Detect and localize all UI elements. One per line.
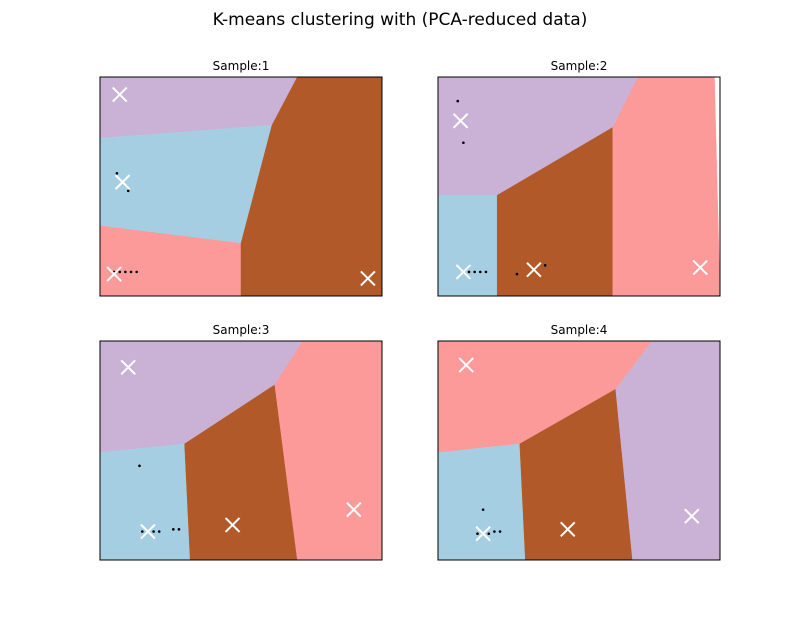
- subplot-title: Sample:4: [551, 323, 608, 337]
- data-point: [515, 272, 519, 276]
- centroid-marker: [346, 501, 362, 518]
- data-point: [467, 270, 471, 274]
- centroid-marker: [458, 357, 474, 373]
- plot-frame: [437, 340, 721, 561]
- data-point: [487, 532, 491, 536]
- cluster-region-3: [519, 388, 633, 560]
- cluster-region-4: [274, 341, 382, 560]
- data-point: [493, 530, 496, 533]
- centroid-marker: [475, 526, 491, 542]
- centroid-marker: [455, 264, 472, 280]
- data-point: [129, 270, 133, 274]
- subplot-2: Sample:2: [437, 59, 721, 297]
- centroid-marker: [106, 266, 122, 282]
- subplot-1: Sample:1: [99, 59, 383, 297]
- data-point: [141, 530, 144, 533]
- data-point: [177, 528, 181, 531]
- subplot-3: Sample:3: [99, 323, 383, 561]
- plot-frame: [437, 76, 721, 297]
- cluster-region-3: [496, 126, 614, 296]
- plot-frame: [99, 76, 383, 297]
- cluster-region-3: [100, 225, 242, 296]
- data-point: [479, 270, 482, 274]
- cluster-region-2: [100, 443, 191, 560]
- subplot-4: Sample:4: [437, 323, 721, 561]
- data-point: [543, 264, 547, 267]
- cluster-region-2: [438, 443, 526, 560]
- centroid-marker: [360, 270, 376, 287]
- data-point: [172, 528, 175, 531]
- cluster-region-4: [615, 341, 720, 560]
- plot-frame: [99, 340, 383, 561]
- data-point: [476, 532, 479, 536]
- cluster-region-4: [612, 77, 720, 296]
- centroid-marker: [114, 174, 131, 190]
- data-point: [484, 270, 488, 274]
- data-point: [135, 270, 138, 274]
- cluster-region-2: [438, 195, 498, 296]
- data-point: [473, 270, 476, 274]
- centroid-marker: [684, 508, 700, 524]
- centroid-marker: [452, 113, 469, 129]
- cluster-region-4: [240, 77, 382, 296]
- data-point: [124, 270, 127, 274]
- centroid-marker: [224, 517, 241, 533]
- data-point: [481, 508, 485, 511]
- data-point: [115, 172, 119, 175]
- centroid-marker: [526, 262, 542, 278]
- centroid-marker: [120, 359, 136, 375]
- data-point: [157, 530, 161, 533]
- data-point: [126, 189, 130, 193]
- subplot-title: Sample:1: [213, 59, 270, 73]
- subplot-title: Sample:3: [213, 323, 270, 337]
- figure-title: K-means clustering with (PCA-reduced dat…: [212, 10, 588, 30]
- centroid-marker: [112, 86, 128, 103]
- data-point: [456, 99, 460, 103]
- subplot-title: Sample:2: [551, 59, 608, 73]
- centroid-marker: [692, 259, 708, 276]
- data-point: [462, 141, 465, 144]
- centroid-marker: [560, 521, 576, 538]
- data-point: [138, 464, 141, 468]
- centroid-marker: [140, 523, 156, 540]
- data-point: [118, 270, 122, 274]
- data-point: [152, 530, 155, 533]
- data-point: [498, 530, 502, 533]
- cluster-region-3: [184, 384, 298, 560]
